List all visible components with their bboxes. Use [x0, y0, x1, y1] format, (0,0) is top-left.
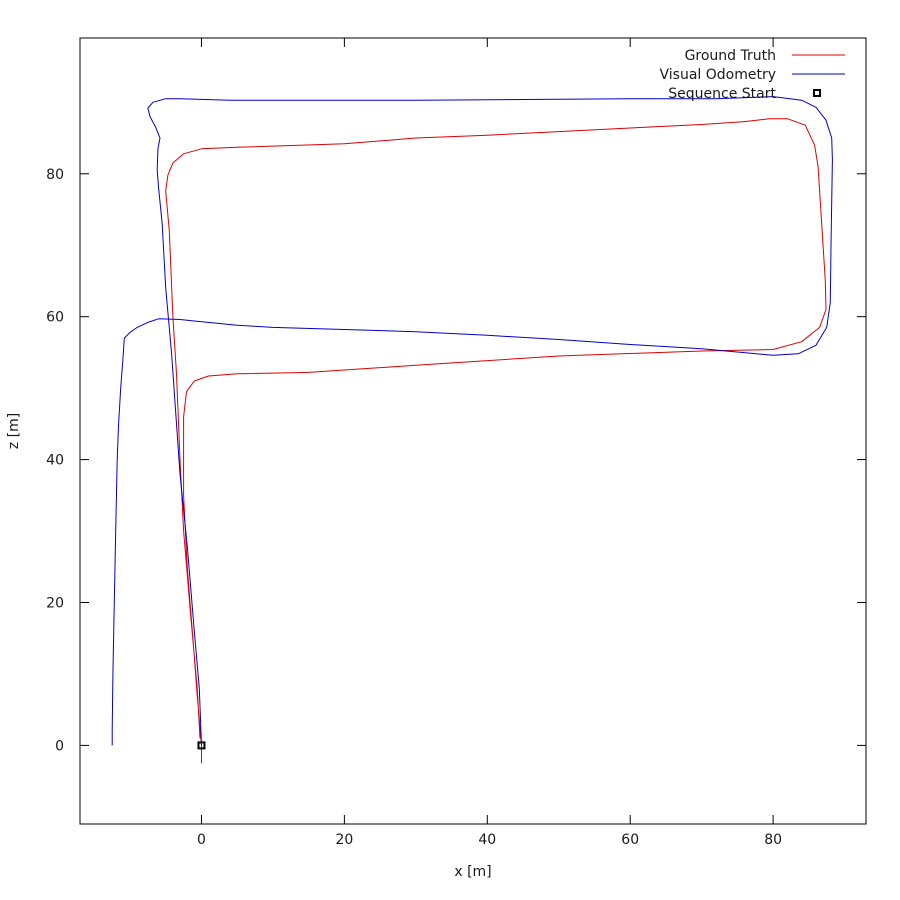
- legend-label-ground-truth: Ground Truth: [685, 48, 776, 64]
- legend-label-visual-odometry: Visual Odometry: [660, 67, 777, 83]
- legend-marker-sequence-start: [813, 89, 821, 97]
- axis-ticks: [80, 38, 866, 824]
- legend: Ground Truth Visual Odometry Sequence St…: [660, 48, 845, 102]
- y-axis-label: z [m]: [6, 413, 22, 449]
- y-tick-label: 20: [46, 595, 64, 611]
- tick-labels: 0 20 40 60 80 0 20 40 60 80: [46, 167, 782, 848]
- y-tick-label: 60: [46, 310, 64, 326]
- y-tick-label: 40: [46, 453, 64, 469]
- x-tick-label: 60: [621, 832, 639, 848]
- series-line-visual-odometry: [111, 96, 833, 746]
- y-tick-label: 80: [46, 167, 64, 183]
- x-tick-label: 80: [764, 832, 782, 848]
- x-tick-label: 20: [335, 832, 353, 848]
- plot-frame: [79, 37, 867, 825]
- y-tick-label: 0: [55, 738, 64, 754]
- legend-label-sequence-start: Sequence Start: [668, 86, 776, 102]
- x-axis-label: x [m]: [454, 864, 491, 880]
- marker-sequence-start: [197, 741, 206, 750]
- x-tick-label: 0: [197, 832, 206, 848]
- series-line-ground-truth: [165, 118, 827, 764]
- trajectory-series: [111, 96, 833, 764]
- x-tick-label: 40: [478, 832, 496, 848]
